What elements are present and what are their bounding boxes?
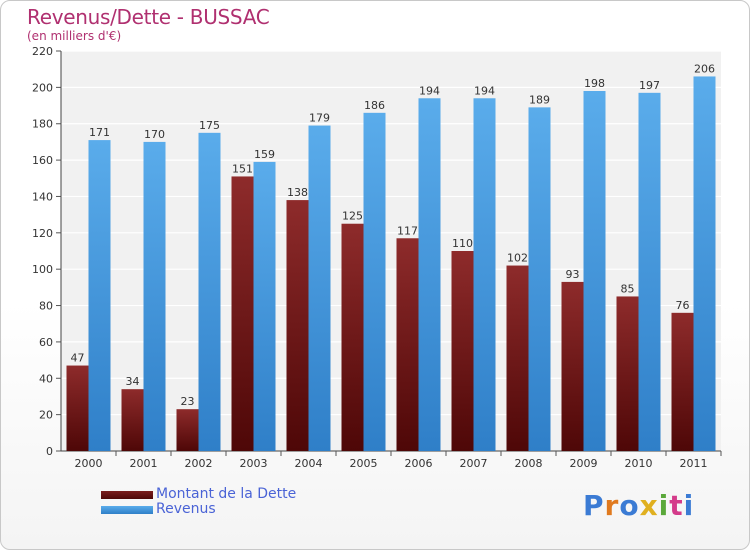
bar-dette [506,265,529,451]
logo-letter: r [604,489,620,522]
bar-dette [66,365,89,451]
y-tick-label: 60 [39,336,53,349]
y-tick-label: 120 [32,227,53,240]
data-label-dette: 47 [71,352,85,365]
x-tick-label: 2007 [460,457,488,470]
y-tick-label: 0 [46,445,53,458]
y-tick-label: 40 [39,372,53,385]
data-label-dette: 76 [676,299,690,312]
x-tick-label: 2005 [350,457,378,470]
bar-revenus [528,107,551,451]
y-tick-label: 180 [32,118,53,131]
data-label-dette: 110 [452,237,473,250]
y-tick-label: 100 [32,263,53,276]
data-label-revenus: 197 [639,79,660,92]
legend-label-revenus: Revenus [156,501,216,517]
y-tick-label: 80 [39,300,53,313]
y-tick-label: 220 [32,45,53,58]
bar-dette [561,281,584,451]
x-tick-label: 2008 [515,457,543,470]
logo-letter: t [669,489,684,522]
data-label-dette: 102 [507,252,528,265]
bar-revenus [418,98,441,451]
data-label-dette: 34 [126,375,140,388]
proxiti-logo: Proxiti [583,489,694,522]
x-tick-label: 2009 [570,457,598,470]
y-tick-label: 140 [32,190,53,203]
y-tick-label: 160 [32,154,53,167]
bar-dette [341,223,364,451]
data-label-revenus: 189 [529,93,550,106]
x-tick-label: 2003 [240,457,268,470]
bar-revenus [253,161,276,451]
data-label-revenus: 194 [419,84,440,97]
legend-swatch-dette [101,491,153,499]
chart-subtitle: (en milliers d'€) [27,29,122,43]
x-tick-label: 2002 [185,457,213,470]
logo-letter: i [658,489,670,522]
data-label-revenus: 171 [89,126,110,139]
bar-dette [396,238,419,451]
data-label-revenus: 198 [584,77,605,90]
logo-letter: i [683,489,695,522]
bar-revenus [363,112,386,452]
bar-dette [231,176,254,452]
logo-letter: P [583,489,605,522]
bar-revenus [198,132,221,451]
data-label-revenus: 194 [474,84,495,97]
data-label-dette: 125 [342,210,363,223]
legend-label-dette: Montant de la Dette [156,486,297,502]
x-tick-label: 2004 [295,457,323,470]
data-label-revenus: 179 [309,112,330,125]
data-label-dette: 151 [232,162,253,175]
data-label-dette: 23 [181,395,195,408]
bar-revenus [583,91,606,451]
bar-dette [671,312,694,451]
x-tick-label: 2000 [75,457,103,470]
x-tick-label: 2011 [680,457,708,470]
data-label-dette: 85 [621,282,635,295]
logo-letter: x [639,489,659,522]
logo-letter: o [619,489,640,522]
bar-revenus [143,141,166,451]
data-label-revenus: 175 [199,119,220,132]
x-tick-label: 2010 [625,457,653,470]
bar-dette [451,251,474,451]
data-label-revenus: 206 [694,62,715,75]
bar-revenus [638,92,661,452]
bar-dette [176,409,199,451]
data-label-revenus: 170 [144,128,165,141]
chart-title: Revenus/Dette - BUSSAC [27,5,270,29]
data-label-revenus: 159 [254,148,275,161]
data-label-dette: 93 [566,268,580,281]
data-label-dette: 117 [397,224,418,237]
bar-dette [121,389,144,451]
bar-dette [616,296,639,451]
bar-revenus [88,140,111,451]
plot-background [61,51,721,451]
y-tick-label: 20 [39,409,53,422]
bar-revenus [308,125,331,451]
data-label-dette: 138 [287,186,308,199]
y-tick-label: 200 [32,81,53,94]
bar-dette [286,200,309,451]
data-label-revenus: 186 [364,99,385,112]
legend-swatch-revenus [101,506,153,514]
bar-revenus [693,76,716,452]
x-tick-label: 2001 [130,457,158,470]
bar-revenus [473,98,496,451]
x-tick-label: 2006 [405,457,433,470]
